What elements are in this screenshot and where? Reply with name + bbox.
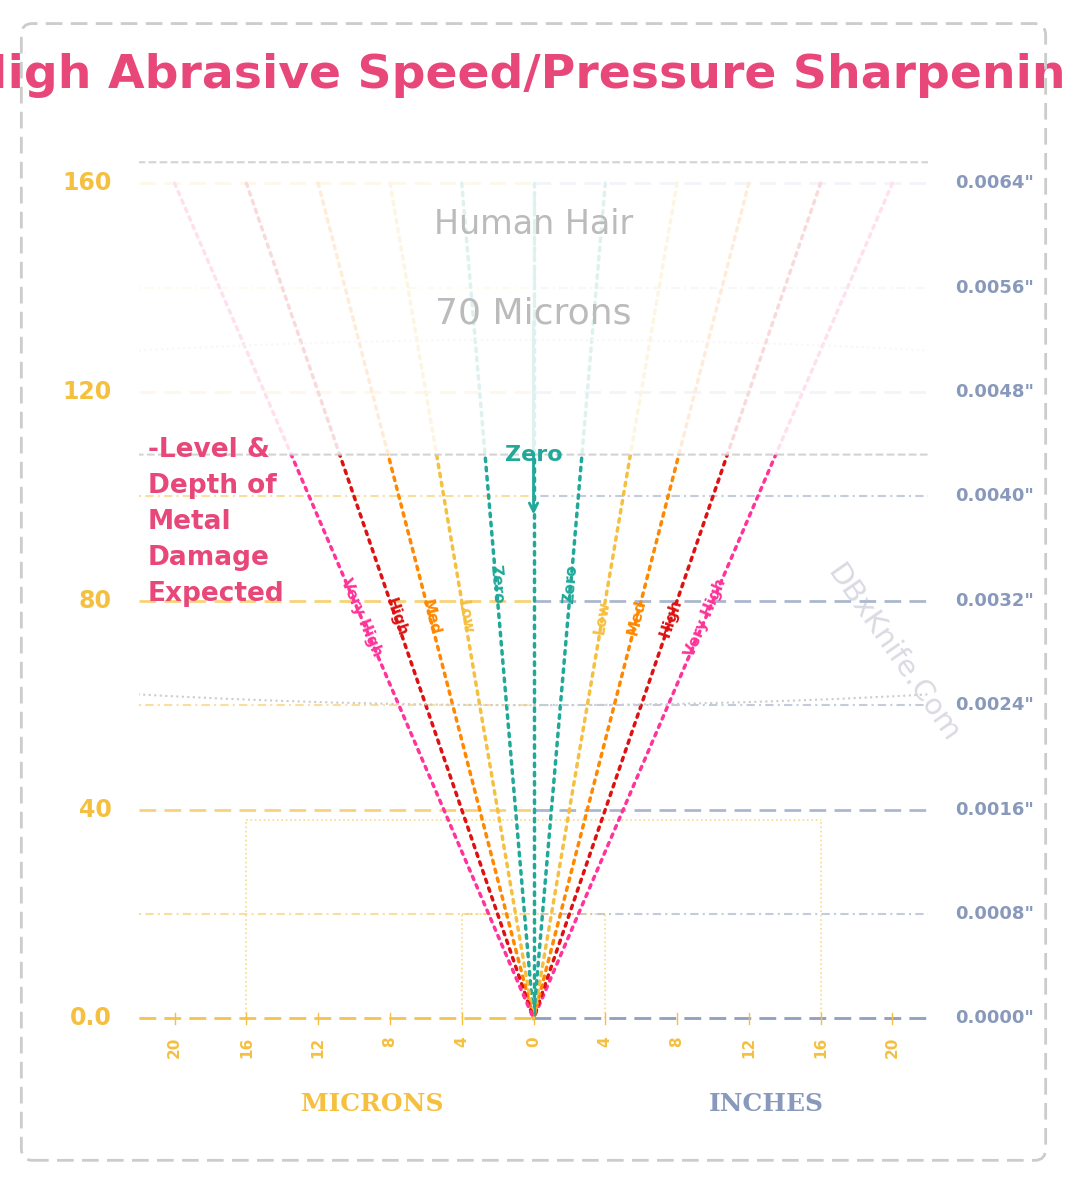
Text: 20: 20 (168, 1037, 182, 1058)
Text: 16: 16 (813, 1037, 828, 1058)
Text: 0.0056": 0.0056" (955, 278, 1034, 297)
Text: 0.0016": 0.0016" (955, 801, 1034, 819)
Text: Low: Low (592, 600, 612, 636)
Text: 0: 0 (526, 1037, 541, 1047)
FancyBboxPatch shape (0, 163, 1067, 455)
Text: Low: Low (455, 600, 475, 636)
Text: 120: 120 (63, 380, 112, 404)
Text: 8: 8 (382, 1037, 397, 1047)
Text: 12: 12 (310, 1037, 325, 1058)
Text: Med: Med (625, 598, 649, 637)
Text: 160: 160 (62, 171, 112, 196)
Text: 0.0008": 0.0008" (955, 905, 1034, 924)
Text: High: High (657, 596, 685, 638)
Text: 0.0040": 0.0040" (955, 488, 1034, 505)
Text: 40: 40 (79, 798, 112, 821)
Text: 0.0: 0.0 (70, 1006, 112, 1031)
Text: 0.0032": 0.0032" (955, 591, 1034, 610)
Text: DBxKnife.Com: DBxKnife.Com (821, 560, 964, 747)
Text: 4: 4 (598, 1037, 612, 1047)
Text: 70 Microns: 70 Microns (435, 297, 632, 331)
Text: 20: 20 (885, 1037, 899, 1058)
Text: MICRONS: MICRONS (301, 1092, 443, 1116)
Text: -Level &
Depth of
Metal
Damage
Expected: -Level & Depth of Metal Damage Expected (147, 437, 285, 608)
Text: Zero: Zero (505, 444, 562, 464)
Text: INCHES: INCHES (710, 1092, 825, 1116)
Text: 0.0064": 0.0064" (955, 174, 1034, 192)
Text: Very High: Very High (683, 576, 729, 659)
Text: 0.0000": 0.0000" (955, 1010, 1034, 1027)
Text: Very High: Very High (338, 576, 384, 659)
Text: High: High (382, 596, 410, 638)
Text: 8: 8 (670, 1037, 685, 1047)
Text: Zero: Zero (561, 564, 580, 604)
Text: 12: 12 (742, 1037, 757, 1058)
Text: 80: 80 (79, 589, 112, 613)
Text: 16: 16 (239, 1037, 254, 1058)
Text: High Abrasive Speed/Pressure Sharpening: High Abrasive Speed/Pressure Sharpening (0, 53, 1067, 98)
Text: 0.0024": 0.0024" (955, 696, 1034, 714)
Text: Med: Med (418, 598, 442, 637)
Text: 4: 4 (455, 1037, 469, 1047)
Text: Zero: Zero (487, 564, 506, 604)
Text: 0.0048": 0.0048" (955, 383, 1034, 401)
Text: Human Hair: Human Hair (434, 209, 633, 241)
